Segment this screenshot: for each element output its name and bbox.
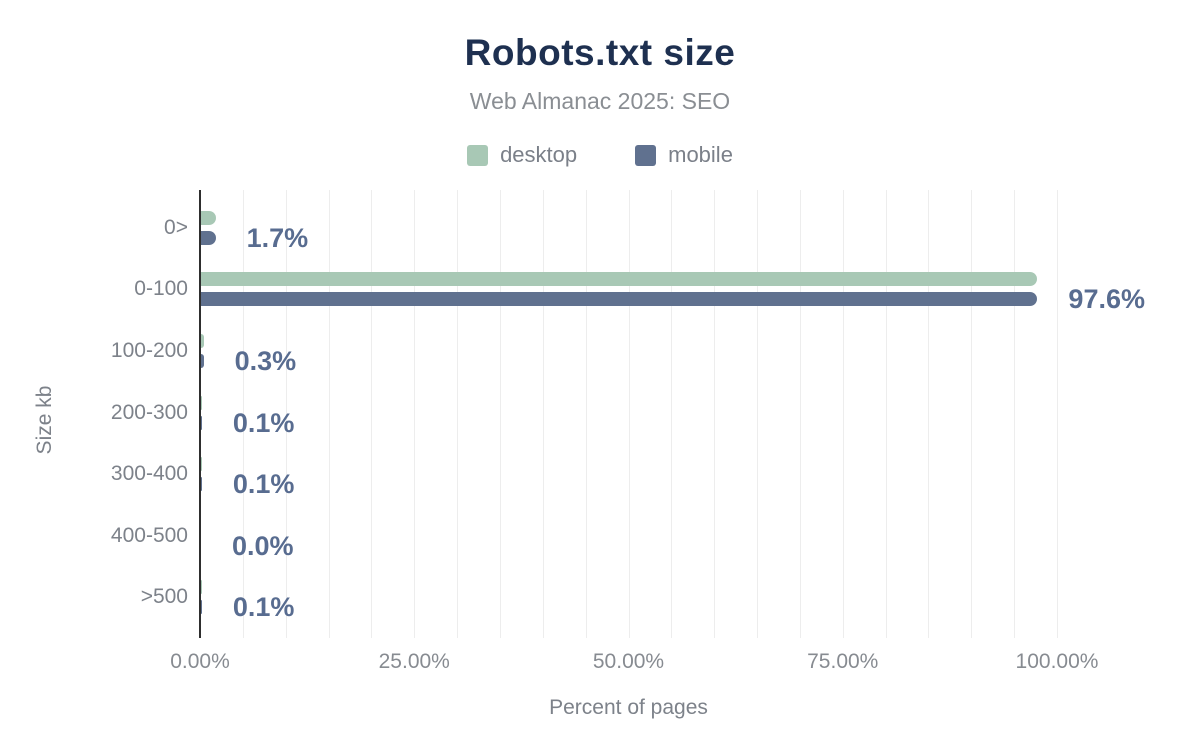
category-label-0: 0> [164, 215, 188, 239]
value-label-5: 0.0% [232, 530, 294, 561]
bar-desktop-3[interactable] [201, 395, 202, 410]
legend-label-desktop: desktop [500, 142, 578, 167]
gridline-95 [1014, 190, 1016, 638]
value-label-2: 0.3% [234, 346, 297, 376]
category-label-3: 200-300 [110, 400, 188, 424]
x-tick-25.00%: 25.00% [378, 650, 450, 673]
x-tick-0.00%: 0.00% [170, 650, 230, 673]
y-axis-line [199, 190, 201, 638]
bar-mobile-2[interactable] [201, 354, 204, 368]
gridline-55 [671, 190, 673, 638]
category-label-5: 400-500 [110, 523, 188, 547]
gridline-100 [1057, 190, 1058, 638]
legend-label-mobile: mobile [668, 142, 733, 167]
value-label-6: 0.1% [232, 592, 295, 623]
gridline-90 [971, 190, 973, 638]
gridline-15 [328, 190, 330, 638]
gridline-20 [371, 190, 373, 638]
bar-desktop-0[interactable] [201, 210, 216, 225]
bar-desktop-1[interactable] [201, 272, 1037, 287]
gridline-70 [799, 190, 801, 638]
gridline-25 [414, 190, 416, 638]
category-label-4: 300-400 [110, 462, 188, 486]
x-axis-title: Percent of pages [549, 696, 708, 719]
gridline-5 [242, 190, 244, 638]
category-label-6: >500 [140, 585, 188, 609]
bar-mobile-6[interactable] [201, 600, 202, 615]
legend-item-mobile[interactable]: mobile [635, 142, 733, 168]
chart-subtitle: Web Almanac 2025: SEO [469, 88, 731, 114]
value-label-1: 97.6% [1068, 284, 1145, 315]
desktop-swatch-icon [467, 144, 489, 166]
bar-mobile-3[interactable] [201, 415, 202, 430]
gridline-10 [285, 190, 287, 638]
x-tick-100.00%: 100.00% [1015, 650, 1099, 673]
bar-mobile-1[interactable] [201, 292, 1038, 307]
bar-desktop-4[interactable] [201, 457, 202, 472]
gridline-85 [928, 190, 930, 638]
legend-item-desktop[interactable]: desktop [467, 142, 577, 168]
bar-mobile-4[interactable] [201, 477, 202, 492]
gridline-35 [499, 190, 501, 638]
gridline-30 [457, 190, 459, 638]
value-label-3: 0.1% [232, 407, 295, 438]
bar-mobile-0[interactable] [201, 230, 216, 245]
category-label-1: 0-100 [134, 277, 188, 301]
legend: desktop mobile [0, 142, 1200, 168]
value-label-0: 1.7% [246, 222, 309, 253]
mobile-swatch-icon [635, 144, 657, 166]
gridline-60 [714, 190, 716, 638]
x-tick-75.00%: 75.00% [807, 650, 879, 673]
value-label-4: 0.1% [232, 469, 295, 500]
gridline-80 [885, 190, 887, 638]
gridline-75 [842, 190, 844, 638]
x-tick-50.00%: 50.00% [592, 650, 665, 673]
gridline-65 [757, 190, 759, 638]
chart-title: Robots.txt size [464, 32, 736, 73]
category-label-2: 100-200 [110, 339, 188, 362]
gridline-45 [585, 190, 587, 638]
bar-desktop-2[interactable] [201, 334, 204, 348]
bar-desktop-6[interactable] [201, 580, 202, 595]
gridline-40 [542, 190, 544, 638]
plot-area: 1.7% 97.6% 0.3% 0.1% 0.1% 0.0% 0.1% [199, 190, 1160, 638]
gridline-50 [628, 190, 630, 638]
